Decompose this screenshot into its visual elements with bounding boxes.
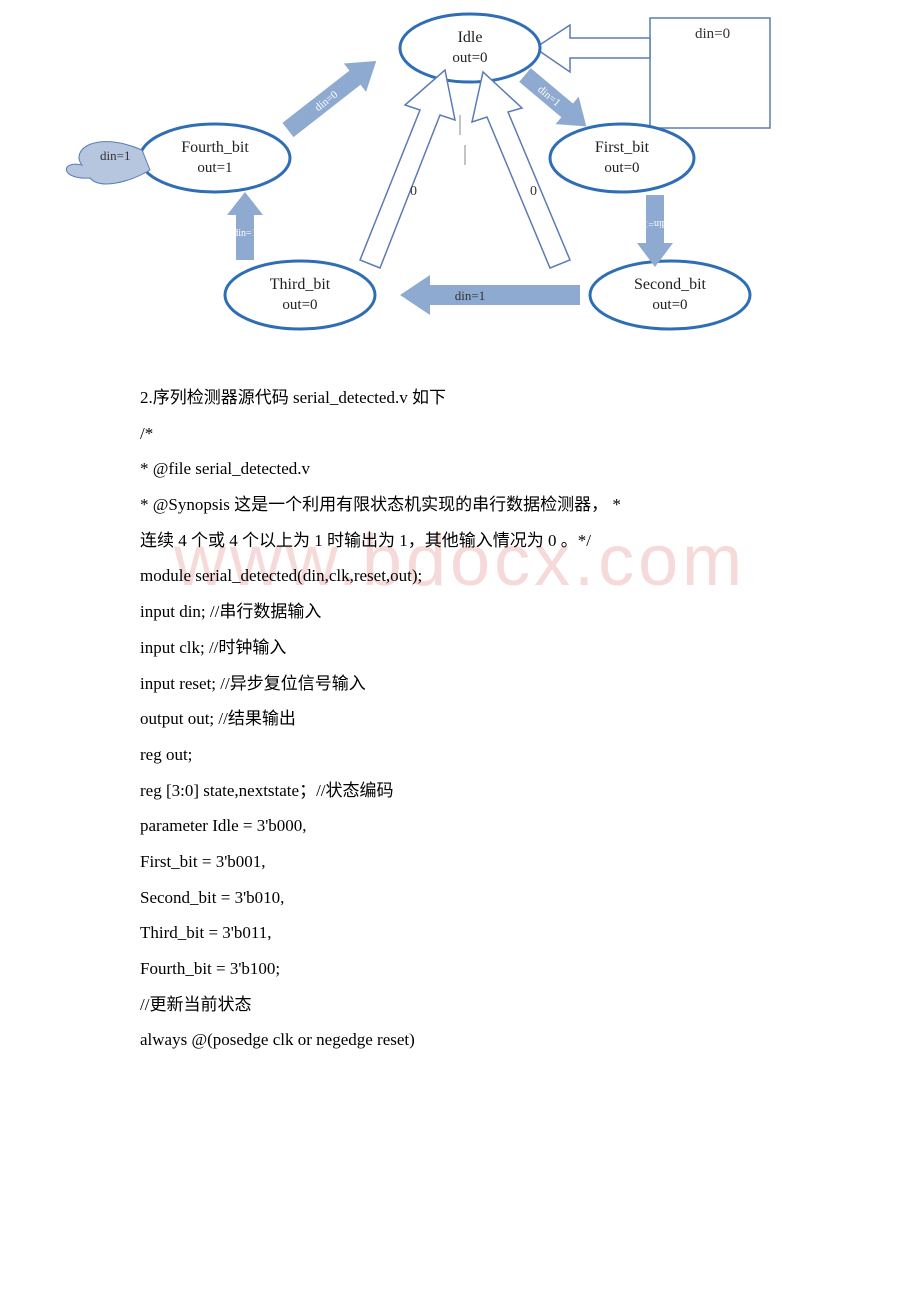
- text-line: Fourth_bit = 3'b100;: [140, 951, 780, 987]
- node-fourth-l2: out=1: [197, 160, 232, 176]
- text-line: 2.序列检测器源代码 serial_detected.v 如下: [140, 380, 780, 416]
- text-line: reg out;: [140, 737, 780, 773]
- state-diagram: din=0 Idle out=0 First_bit out=0 Second_…: [0, 0, 920, 360]
- edge-label: din=1: [455, 288, 485, 303]
- node-first-l1: First_bit: [595, 139, 650, 156]
- text-line: * @Synopsis 这是一个利用有限状态机实现的串行数据检测器， *: [140, 487, 780, 523]
- edge-label: din=1: [100, 148, 130, 163]
- node-second-l1: Second_bit: [634, 276, 707, 293]
- text-line: module serial_detected(din,clk,reset,out…: [140, 558, 780, 594]
- text-line: input clk; //时钟输入: [140, 630, 780, 666]
- edge-label: 0: [530, 184, 537, 199]
- edge-label: din=0: [695, 26, 730, 42]
- text-line: Third_bit = 3'b011,: [140, 915, 780, 951]
- node-second-l2: out=0: [652, 297, 687, 313]
- edge-label: din=1: [233, 228, 256, 239]
- text-line: always @(posedge clk or negedge reset): [140, 1022, 780, 1058]
- node-idle-l2: out=0: [452, 50, 487, 66]
- node-third-l2: out=0: [282, 297, 317, 313]
- text-line: input din; //串行数据输入: [140, 594, 780, 630]
- text-line: parameter Idle = 3'b000,: [140, 808, 780, 844]
- text-line: * @file serial_detected.v: [140, 451, 780, 487]
- text-line: /*: [140, 416, 780, 452]
- text-line: //更新当前状态: [140, 987, 780, 1023]
- node-idle-l1: Idle: [458, 29, 483, 46]
- node-first-l2: out=0: [604, 160, 639, 176]
- text-line: input reset; //异步复位信号输入: [140, 666, 780, 702]
- edge-label: 0: [410, 184, 417, 199]
- node-third-l1: Third_bit: [270, 276, 331, 293]
- edge-label: din=1: [643, 218, 666, 229]
- text-line: Second_bit = 3'b010,: [140, 880, 780, 916]
- text-line: 连续 4 个或 4 个以上为 1 时输出为 1，其他输入情况为 0 。*/: [140, 523, 780, 559]
- text-line: reg [3:0] state,nextstate；//状态编码: [140, 773, 780, 809]
- document-body: 2.序列检测器源代码 serial_detected.v 如下 /* * @fi…: [0, 360, 920, 1058]
- text-line: output out; //结果输出: [140, 701, 780, 737]
- text-line: First_bit = 3'b001,: [140, 844, 780, 880]
- node-fourth-l1: Fourth_bit: [181, 139, 249, 156]
